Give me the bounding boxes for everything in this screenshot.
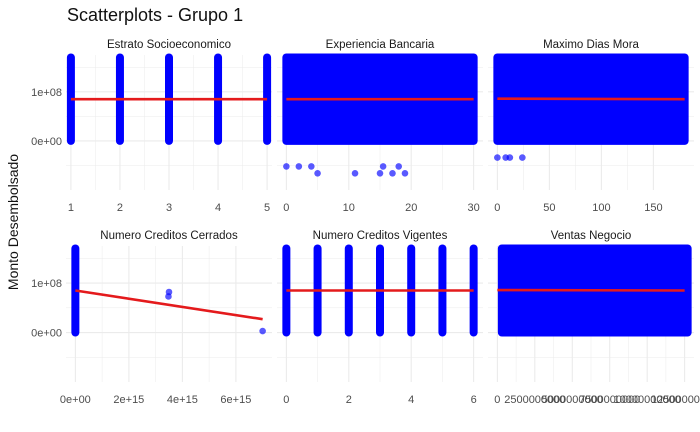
x-tick-label: 0 [283, 394, 289, 406]
data-point [165, 293, 172, 300]
panel-6: Ventas Negocio 0 2500000000500000000075000… [488, 230, 700, 406]
x-tick-label: 150 [644, 202, 662, 214]
y-tick-label: 1e+08 [31, 278, 62, 290]
x-tick-label: 4 [215, 202, 221, 214]
x-tick-label: 10 [343, 202, 355, 214]
y-tick-label: 1e+08 [31, 87, 62, 99]
panel-title: Estrato Socioeconomico [107, 39, 231, 51]
panel-title: Experiencia Bancaria [326, 39, 435, 51]
data-point [389, 170, 396, 177]
panel-3: Maximo Dias Mora 0 50 100 150 [488, 39, 694, 214]
x-tick-label: 0 [494, 202, 500, 214]
panel-2: Experiencia Bancaria 0 10 20 30 [277, 39, 483, 214]
data-point [379, 163, 387, 170]
data-point [314, 170, 321, 177]
x-tick-label: 6 [471, 394, 477, 406]
data-point [295, 163, 303, 170]
panel-4: Numero Creditos Cerrados 0e+00 2e+15 4e+15 6… [31, 230, 272, 406]
data-point [259, 327, 266, 335]
data-point [308, 163, 315, 170]
panel-title: Ventas Negocio [551, 230, 632, 242]
panel-title: Maximo Dias Mora [543, 39, 639, 51]
x-tick-label: 5000000000 [542, 394, 603, 406]
data-point [376, 170, 384, 177]
x-tick-label: 1 [68, 202, 74, 214]
data-point [351, 170, 359, 177]
panel-title: Numero Creditos Vigentes [313, 230, 448, 242]
x-tick-label: 6e+15 [220, 394, 251, 406]
x-tick-label: 3 [166, 202, 172, 214]
panel-title: Numero Creditos Cerrados [100, 230, 238, 242]
x-tick-label: 50 [543, 202, 555, 214]
x-tick-label: 2500000000 [504, 394, 565, 406]
y-tick-label: 0e+00 [31, 136, 62, 148]
x-tick-label: 0 [283, 202, 289, 214]
data-point [494, 154, 501, 161]
panel-5: Numero Creditos Vigentes 0 2 4 6 [277, 230, 483, 406]
x-tick-label: 100 [592, 202, 610, 214]
trend-line [75, 289, 263, 321]
x-tick-label: 10000000000 [614, 394, 681, 406]
y-tick-label: 0e+00 [31, 328, 62, 340]
panel-1: Estrato Socioeconomico 1 2 3 4 5 0e+00 1e+08 [31, 39, 272, 214]
x-tick-label: 5 [264, 202, 270, 214]
data-point [401, 170, 409, 177]
x-tick-label: 30 [468, 202, 480, 214]
data-point [283, 163, 290, 170]
data-point [395, 163, 403, 170]
facet-panels: Estrato Socioeconomico 1 2 3 4 5 0e+00 1e+08 Exp… [31, 39, 700, 406]
x-tick-label: 20 [405, 202, 417, 214]
x-tick-label: 7500000000 [579, 394, 640, 406]
x-tick-label: 12500000000 [651, 394, 700, 406]
x-tick-label: 2 [346, 394, 352, 406]
data-point [506, 154, 514, 161]
x-tick-label: 0 [494, 394, 500, 406]
x-tick-label: 4 [408, 394, 414, 406]
chart-title: Scatterplots - Grupo 1 [67, 5, 243, 25]
x-tick-label: 2 [117, 202, 123, 214]
grid [66, 246, 272, 382]
x-tick-label: 2e+15 [113, 394, 144, 406]
x-tick-label: 4e+15 [167, 394, 198, 406]
y-axis-label: Monto Desembolsado [5, 154, 21, 290]
x-tick-label: 0e+00 [60, 394, 91, 406]
data-point [519, 154, 526, 161]
